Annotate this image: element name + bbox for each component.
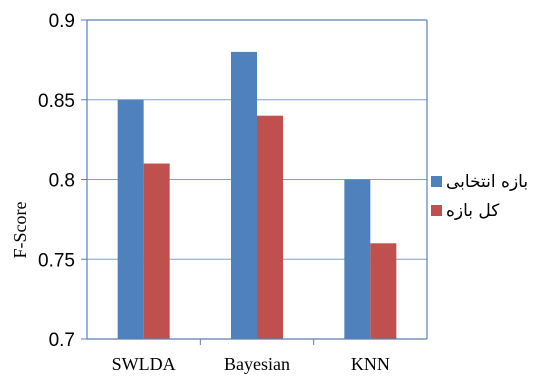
bars — [117, 51, 397, 340]
y-tick-label: 0.7 — [49, 330, 75, 351]
x-tick-label: KNN — [351, 354, 390, 374]
y-axis-label: F-Score — [10, 202, 30, 259]
bar — [370, 243, 397, 339]
bar — [231, 51, 257, 340]
y-tick-label: 0.85 — [38, 91, 75, 112]
x-tick-labels: SWLDA Bayesian KNN — [112, 354, 390, 374]
legend: بازه انتخابی کل بازه — [431, 172, 528, 221]
y-tick-labels: 0.7 0.75 0.8 0.85 0.9 — [38, 11, 75, 351]
bar — [117, 99, 144, 339]
axes — [86, 19, 428, 345]
legend-swatch — [431, 205, 442, 216]
y-tick-label: 0.9 — [49, 11, 75, 32]
legend-label: بازه انتخابی — [446, 172, 528, 192]
x-tick-label: SWLDA — [112, 354, 176, 374]
legend-swatch — [431, 176, 442, 187]
y-tick-label: 0.75 — [38, 250, 75, 271]
bar — [143, 163, 170, 339]
x-tick-label: Bayesian — [224, 354, 290, 374]
bar — [257, 115, 283, 339]
bar — [344, 179, 371, 339]
y-tick-label: 0.8 — [49, 171, 75, 192]
legend-label: کل بازه — [446, 201, 500, 221]
